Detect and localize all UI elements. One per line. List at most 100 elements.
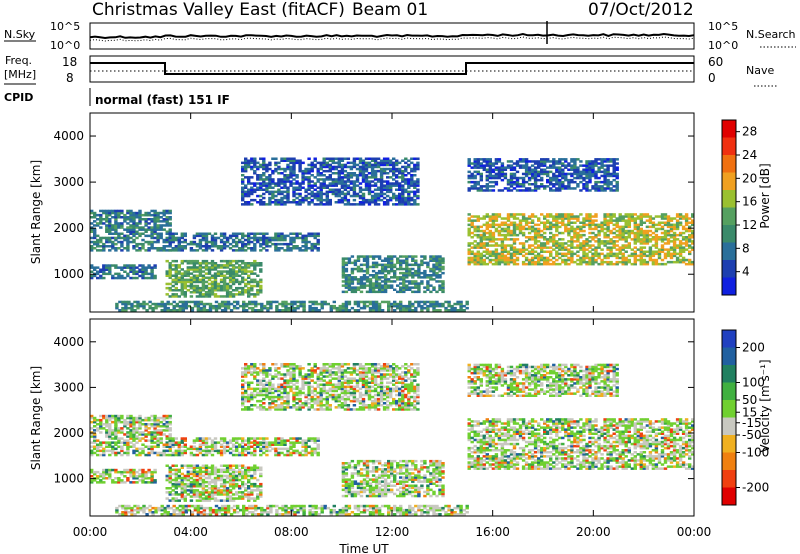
- power-cell: [423, 269, 427, 273]
- power-cell: [669, 223, 674, 227]
- power-cell: [356, 304, 361, 308]
- power-cell: [361, 201, 366, 204]
- power-cell: [153, 209, 157, 213]
- power-cell: [383, 257, 388, 260]
- power-cell: [407, 198, 411, 202]
- power-cell: [204, 240, 209, 244]
- power-cell: [533, 260, 538, 264]
- power-cell: [627, 219, 631, 222]
- power-cell: [488, 164, 492, 167]
- power-cell: [350, 288, 355, 291]
- power-cell: [307, 167, 311, 171]
- power-cell: [573, 231, 577, 235]
- power-cell: [512, 233, 517, 237]
- power-cell: [292, 161, 296, 165]
- power-cell: [111, 236, 115, 240]
- power-cell: [540, 221, 544, 224]
- velocity-cell: [111, 481, 115, 484]
- velocity-cell: [120, 414, 124, 418]
- power-cell: [346, 184, 351, 187]
- power-cell: [334, 157, 338, 160]
- power-cell: [414, 309, 418, 312]
- power-cell: [277, 201, 281, 204]
- power-cell: [582, 252, 586, 256]
- power-cell: [201, 286, 206, 290]
- power-cell: [675, 215, 680, 218]
- power-cell: [108, 218, 112, 221]
- power-cell: [435, 290, 439, 294]
- power-cell: [540, 250, 544, 253]
- power-cell: [399, 282, 403, 285]
- power-cell: [316, 247, 320, 250]
- power-cell: [392, 157, 396, 160]
- power-cell: [139, 302, 143, 306]
- power-cell: [289, 240, 293, 244]
- power-cell: [615, 260, 619, 264]
- power-cell: [268, 180, 272, 183]
- power-cell: [316, 180, 320, 183]
- power-cell: [228, 268, 233, 271]
- power-cell: [597, 225, 601, 229]
- power-cell: [467, 189, 471, 192]
- power-cell: [370, 198, 375, 202]
- velocity-cell: [144, 453, 148, 457]
- power-cell: [597, 168, 601, 171]
- power-cell: [380, 290, 385, 294]
- power-cell: [382, 167, 387, 171]
- velocity-cell: [159, 453, 163, 457]
- power-cell: [286, 242, 290, 246]
- power-cell: [473, 183, 477, 186]
- power-cell: [582, 176, 586, 180]
- power-cell: [509, 256, 514, 260]
- power-cell: [380, 267, 385, 271]
- power-cell: [606, 252, 610, 256]
- power-cell: [310, 249, 314, 252]
- power-cell: [476, 254, 480, 258]
- power-cell: [174, 247, 178, 250]
- power-cell: [594, 172, 598, 176]
- power-cell: [675, 213, 680, 216]
- power-cell: [684, 242, 689, 245]
- power-ylabel: Slant Range [km]: [29, 160, 43, 264]
- power-cell: [527, 217, 532, 220]
- power-cell: [225, 264, 230, 267]
- power-cell: [277, 190, 281, 194]
- velocity-cell: [117, 451, 121, 455]
- power-cell: [99, 238, 103, 242]
- power-cell: [189, 247, 194, 250]
- power-cell: [250, 289, 254, 292]
- power-cell: [135, 230, 139, 233]
- power-cell: [654, 236, 659, 239]
- power-cell: [398, 161, 402, 165]
- power-cell: [576, 238, 580, 241]
- power-cell: [156, 216, 160, 219]
- power-cell: [438, 302, 442, 306]
- power-cell: [337, 201, 341, 204]
- power-cell: [373, 196, 378, 200]
- power-cell: [407, 203, 411, 206]
- power-cell: [166, 306, 170, 310]
- power-cell: [558, 252, 562, 256]
- power-cell: [262, 201, 266, 204]
- power-cell: [594, 233, 598, 237]
- power-cell: [512, 213, 517, 216]
- power-cell: [537, 164, 541, 167]
- power-cell: [678, 215, 683, 218]
- power-cell: [114, 222, 118, 225]
- power-cell: [183, 247, 187, 250]
- power-cell: [349, 203, 354, 206]
- power-cell: [438, 284, 442, 287]
- power-cell: [467, 213, 471, 216]
- power-cell: [301, 186, 305, 189]
- power-cell: [292, 190, 296, 194]
- power-cell: [597, 187, 601, 190]
- power-cell: [479, 225, 483, 229]
- power-cell: [576, 262, 580, 266]
- power-cell: [259, 268, 263, 271]
- power-cell: [395, 174, 399, 177]
- power-cell: [555, 250, 559, 253]
- power-cell: [274, 182, 278, 185]
- power-cell: [588, 166, 592, 169]
- velocity-cell: [129, 441, 133, 444]
- power-cell: [301, 238, 305, 242]
